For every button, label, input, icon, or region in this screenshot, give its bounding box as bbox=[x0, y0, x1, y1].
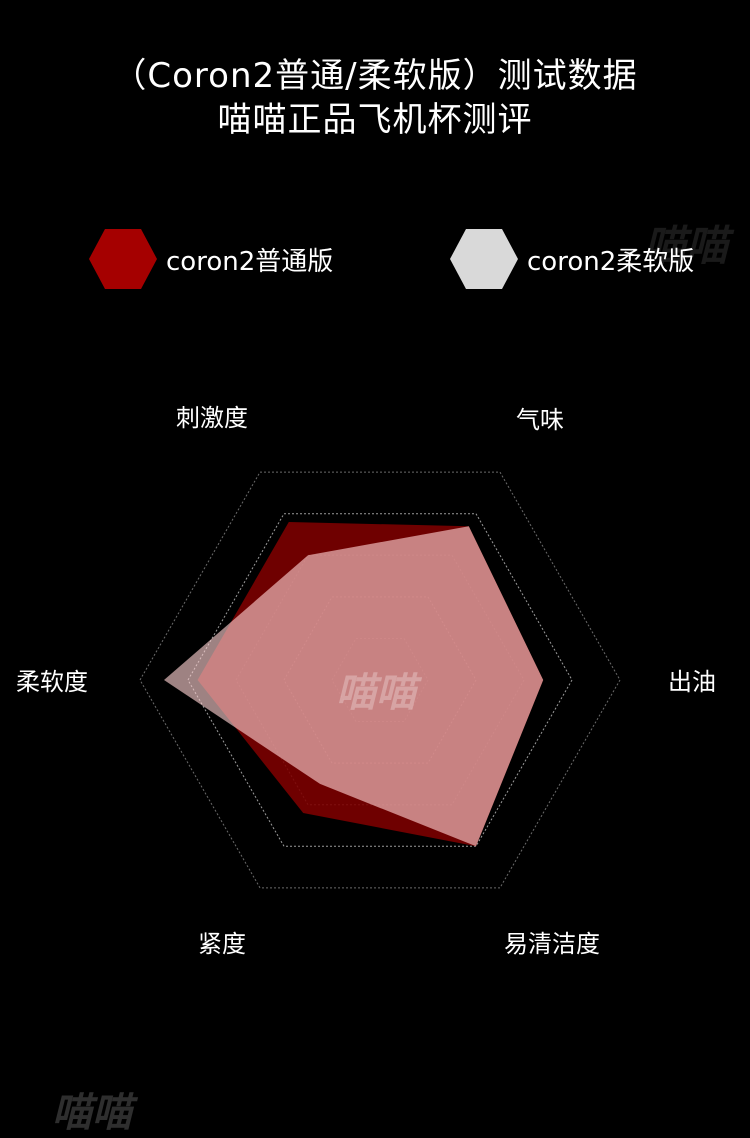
axis-label: 柔软度 bbox=[16, 668, 88, 696]
legend-swatch-1 bbox=[450, 229, 518, 289]
axis-label: 紧度 bbox=[198, 930, 246, 958]
legend-swatch-0 bbox=[89, 229, 157, 289]
legend-hexagon-swatch-gray bbox=[450, 229, 518, 289]
chart-title: （Coron2普通/柔软版）测试数据 bbox=[112, 56, 638, 96]
radar-grid-ring bbox=[139, 471, 621, 889]
legend-item-coron2-soft: coron2柔软版 bbox=[449, 228, 694, 290]
legend-hexagon-swatch-red bbox=[89, 229, 157, 289]
radar-series-area-1 bbox=[164, 526, 544, 847]
legend-label: coron2普通版 bbox=[166, 246, 334, 277]
radar-grid-ring bbox=[187, 513, 573, 847]
axis-label: 易清洁度 bbox=[504, 930, 600, 958]
legend-label: coron2柔软版 bbox=[527, 246, 695, 277]
legend-item-coron2-normal: coron2普通版 bbox=[88, 228, 333, 290]
axis-label: 出油 bbox=[668, 668, 716, 696]
axis-label: 刺激度 bbox=[176, 404, 248, 432]
axis-label: 气味 bbox=[516, 406, 564, 434]
chart-subtitle: 喵喵正品飞机杯测评 bbox=[217, 100, 533, 140]
